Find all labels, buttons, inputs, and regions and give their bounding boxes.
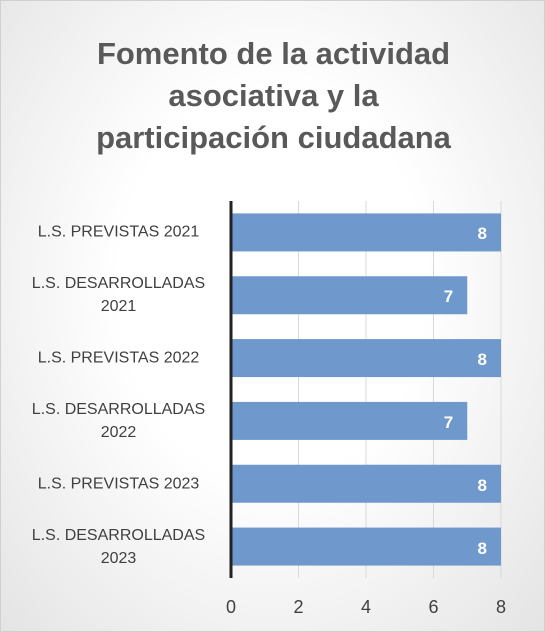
bar <box>231 339 501 378</box>
y-tick-label: L.S. PREVISTAS 2023 <box>37 475 200 493</box>
y-tick-label: L.S. PREVISTAS 2022 <box>37 349 200 367</box>
y-tick-label: L.S. PREVISTAS 2021 <box>37 223 200 241</box>
x-tick-label: 2 <box>293 597 304 617</box>
x-tick-label: 6 <box>428 597 439 617</box>
value-label: 8 <box>477 224 487 244</box>
bar <box>231 276 468 315</box>
y-tick-label: L.S. DESARROLLADAS 2021 <box>31 275 206 316</box>
bar <box>231 401 468 440</box>
value-label: 7 <box>443 287 454 307</box>
value-label: 8 <box>477 350 487 370</box>
bar <box>231 464 501 503</box>
y-tick-label: L.S. DESARROLLADAS 2022 <box>31 400 206 441</box>
bar <box>231 527 501 566</box>
bar <box>231 213 501 252</box>
value-label: 8 <box>477 475 487 495</box>
x-tick-label: 8 <box>495 597 507 617</box>
x-tick-label: 0 <box>225 597 237 617</box>
value-label: 7 <box>443 412 454 432</box>
x-tick-label: 4 <box>360 597 372 617</box>
y-tick-label: L.S. DESARROLLADAS 2023 <box>31 526 206 567</box>
value-label: 8 <box>477 538 487 558</box>
chart-title: Fomento de la actividad asociativa y la … <box>96 36 451 155</box>
